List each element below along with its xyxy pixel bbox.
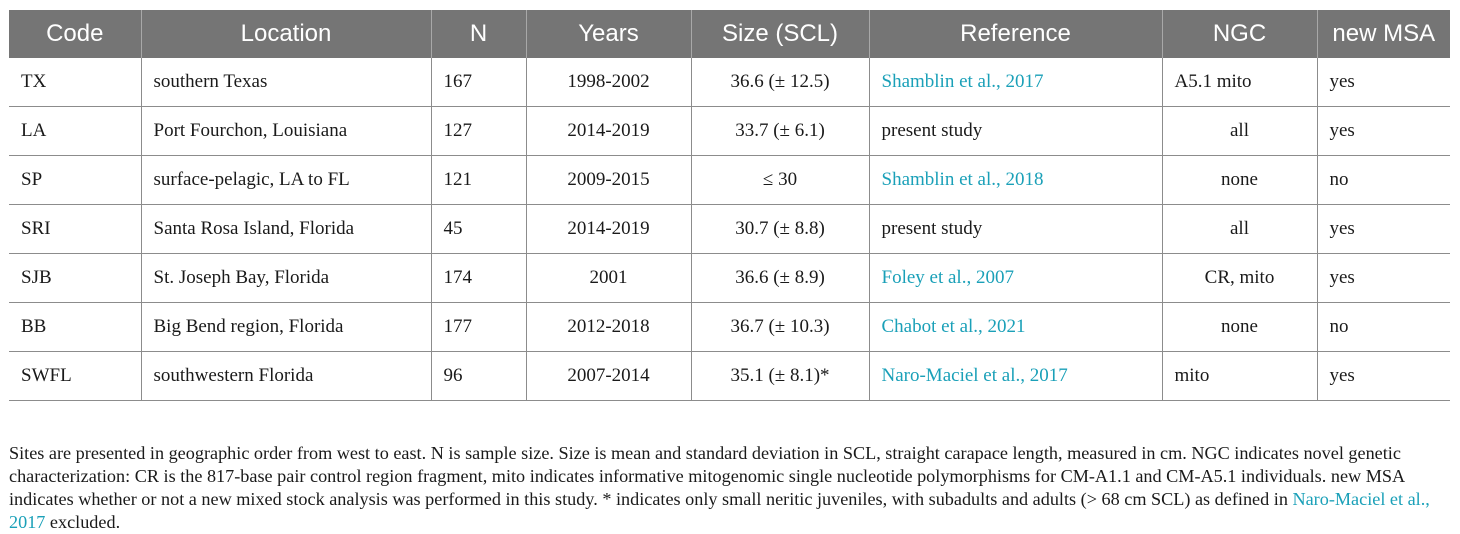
cell-new-msa: no bbox=[1317, 302, 1450, 352]
cell-new-msa: yes bbox=[1317, 204, 1450, 254]
data-table: Code Location N Years Size (SCL) Referen… bbox=[9, 10, 1450, 401]
cell-code: SP bbox=[9, 155, 142, 205]
table-row: TX southern Texas 167 1998-2002 36.6 (± … bbox=[9, 58, 1450, 107]
cell-reference: Shamblin et al., 2018 bbox=[869, 155, 1163, 205]
header-row: Code Location N Years Size (SCL) Referen… bbox=[9, 10, 1450, 58]
cell-years: 2012-2018 bbox=[526, 302, 692, 352]
cell-size: 30.7 (± 8.8) bbox=[691, 204, 870, 254]
header-reference: Reference bbox=[869, 10, 1163, 58]
cell-location: Santa Rosa Island, Florida bbox=[141, 204, 432, 254]
footnote-text: Sites are presented in geographic order … bbox=[9, 443, 1405, 509]
cell-years: 1998-2002 bbox=[526, 58, 692, 107]
header-code: Code bbox=[9, 10, 142, 58]
reference-link[interactable]: Naro-Maciel et al., 2017 bbox=[881, 365, 1068, 386]
cell-size: 36.6 (± 12.5) bbox=[691, 58, 870, 107]
cell-code: LA bbox=[9, 106, 142, 156]
table-row: BB Big Bend region, Florida 177 2012-201… bbox=[9, 302, 1450, 352]
reference-link[interactable]: Foley et al., 2007 bbox=[881, 267, 1014, 288]
cell-reference: Naro-Maciel et al., 2017 bbox=[869, 351, 1163, 401]
header-years: Years bbox=[526, 10, 692, 58]
header-size: Size (SCL) bbox=[691, 10, 870, 58]
cell-new-msa: yes bbox=[1317, 106, 1450, 156]
cell-new-msa: yes bbox=[1317, 253, 1450, 303]
cell-n: 174 bbox=[431, 253, 527, 303]
cell-reference: present study bbox=[869, 106, 1163, 156]
cell-new-msa: yes bbox=[1317, 351, 1450, 401]
cell-size: ≤ 30 bbox=[691, 155, 870, 205]
cell-new-msa: yes bbox=[1317, 58, 1450, 107]
cell-ngc: all bbox=[1162, 204, 1318, 254]
cell-location: southwestern Florida bbox=[141, 351, 432, 401]
cell-n: 96 bbox=[431, 351, 527, 401]
cell-years: 2014-2019 bbox=[526, 204, 692, 254]
header-new-msa: new MSA bbox=[1317, 10, 1450, 58]
cell-size: 36.7 (± 10.3) bbox=[691, 302, 870, 352]
reference-text: present study bbox=[881, 120, 983, 141]
cell-years: 2007-2014 bbox=[526, 351, 692, 401]
cell-reference: Chabot et al., 2021 bbox=[869, 302, 1163, 352]
cell-code: SRI bbox=[9, 204, 142, 254]
reference-link[interactable]: Chabot et al., 2021 bbox=[881, 316, 1026, 337]
cell-size: 33.7 (± 6.1) bbox=[691, 106, 870, 156]
cell-ngc: mito bbox=[1162, 351, 1318, 401]
cell-location: St. Joseph Bay, Florida bbox=[141, 253, 432, 303]
footnote-text-end: excluded. bbox=[45, 512, 121, 532]
header-location: Location bbox=[141, 10, 432, 58]
table-row: SP surface-pelagic, LA to FL 121 2009-20… bbox=[9, 155, 1450, 205]
cell-ngc: all bbox=[1162, 106, 1318, 156]
cell-years: 2014-2019 bbox=[526, 106, 692, 156]
cell-n: 45 bbox=[431, 204, 527, 254]
cell-size: 36.6 (± 8.9) bbox=[691, 253, 870, 303]
cell-years: 2001 bbox=[526, 253, 692, 303]
cell-location: surface-pelagic, LA to FL bbox=[141, 155, 432, 205]
cell-n: 121 bbox=[431, 155, 527, 205]
cell-size: 35.1 (± 8.1)* bbox=[691, 351, 870, 401]
cell-new-msa: no bbox=[1317, 155, 1450, 205]
cell-ngc: none bbox=[1162, 302, 1318, 352]
cell-code: TX bbox=[9, 58, 142, 107]
reference-link[interactable]: Shamblin et al., 2017 bbox=[881, 71, 1044, 92]
table-row: SRI Santa Rosa Island, Florida 45 2014-2… bbox=[9, 204, 1450, 254]
cell-reference: present study bbox=[869, 204, 1163, 254]
table-row: SJB St. Joseph Bay, Florida 174 2001 36.… bbox=[9, 253, 1450, 303]
reference-link[interactable]: Shamblin et al., 2018 bbox=[881, 169, 1044, 190]
reference-text: present study bbox=[881, 218, 983, 239]
cell-reference: Foley et al., 2007 bbox=[869, 253, 1163, 303]
cell-n: 167 bbox=[431, 58, 527, 107]
cell-years: 2009-2015 bbox=[526, 155, 692, 205]
cell-code: SJB bbox=[9, 253, 142, 303]
cell-ngc: A5.1 mito bbox=[1162, 58, 1318, 107]
cell-ngc: none bbox=[1162, 155, 1318, 205]
cell-location: Port Fourchon, Louisiana bbox=[141, 106, 432, 156]
cell-n: 127 bbox=[431, 106, 527, 156]
table-row: SWFL southwestern Florida 96 2007-2014 3… bbox=[9, 351, 1450, 401]
cell-location: Big Bend region, Florida bbox=[141, 302, 432, 352]
cell-location: southern Texas bbox=[141, 58, 432, 107]
cell-code: BB bbox=[9, 302, 142, 352]
table-footnote: Sites are presented in geographic order … bbox=[9, 442, 1457, 534]
table-row: LA Port Fourchon, Louisiana 127 2014-201… bbox=[9, 106, 1450, 156]
cell-ngc: CR, mito bbox=[1162, 253, 1318, 303]
cell-n: 177 bbox=[431, 302, 527, 352]
cell-code: SWFL bbox=[9, 351, 142, 401]
header-ngc: NGC bbox=[1162, 10, 1318, 58]
cell-reference: Shamblin et al., 2017 bbox=[869, 58, 1163, 107]
header-n: N bbox=[431, 10, 527, 58]
